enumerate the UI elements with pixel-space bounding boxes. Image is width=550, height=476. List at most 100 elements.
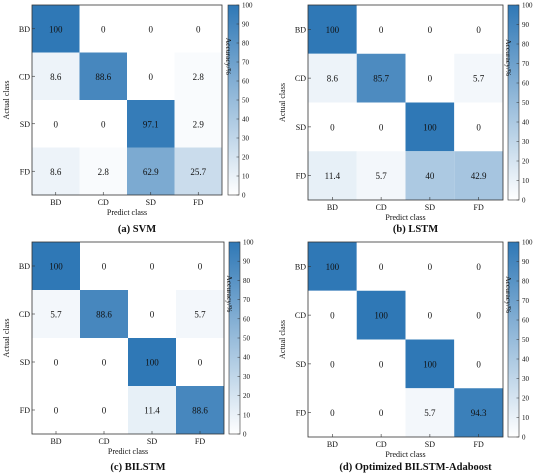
colorbar-tick-label: 30 xyxy=(242,135,250,143)
colorbar-tick-label: 70 xyxy=(243,296,251,304)
panel-caption: (a) SVM xyxy=(118,224,156,235)
cell-value-label: 8.6 xyxy=(327,74,339,84)
x-tick-label: BD xyxy=(327,440,338,449)
colorbar-tick-label: 80 xyxy=(522,278,530,286)
panel-d: 100 0 0 00 100 0 00 0 100 00 0 5.7 94.3BD CD SD FDBDCDS… xyxy=(278,239,533,474)
heatmap-cell xyxy=(128,386,176,434)
colorbar-label: Accuracy/% xyxy=(225,275,234,312)
heatmap-cell xyxy=(176,242,224,290)
cell-value-label: 100 xyxy=(145,358,159,368)
heatmap-cell xyxy=(454,53,503,103)
cell-value-label: 0 xyxy=(150,310,155,320)
cell-value-label: 0 xyxy=(102,262,107,272)
heatmap-cell xyxy=(32,338,80,386)
colorbar-label: Accuracy/% xyxy=(504,276,513,313)
cell-value-label: 25.7 xyxy=(190,167,206,177)
cell-value-label: 8.6 xyxy=(50,72,62,82)
heatmap-cell xyxy=(356,290,406,340)
colorbar-tick-label: 40 xyxy=(522,119,530,127)
colorbar-tick-label: 90 xyxy=(242,21,250,29)
y-tick-label: BD xyxy=(19,25,30,34)
cell-value-label: 0 xyxy=(476,311,481,321)
caption-label: (d) xyxy=(339,462,352,473)
x-tick-label: CD xyxy=(98,198,109,207)
x-axis-label: Predict class xyxy=(385,450,425,459)
heatmap-cell xyxy=(79,100,127,148)
panel-caption: (c) BILSTM xyxy=(110,462,165,473)
y-tick-label: SD xyxy=(20,120,30,129)
heatmap-cell xyxy=(127,147,175,195)
caption-name: BILSTM xyxy=(125,462,166,473)
panel-caption: (d) Optimized BILSTM-Adaboost xyxy=(339,462,492,473)
colorbar-tick-label: 90 xyxy=(522,21,530,29)
colorbar-tick-label: 0 xyxy=(243,431,247,439)
heatmap-cell xyxy=(454,5,503,54)
y-axis-label: Actual class xyxy=(278,83,287,122)
y-tick-label: FD xyxy=(296,409,306,418)
cell-value-label: 11.4 xyxy=(325,171,341,181)
heatmap-cell xyxy=(454,102,503,152)
cell-value-label: 0 xyxy=(198,262,203,272)
x-tick-label: BD xyxy=(50,437,61,446)
x-tick-label: FD xyxy=(195,437,205,446)
panel-b: 100 0 0 08.6 85.7 0 5.70 0 100 011.4 5.7 40 42.9BD CD… xyxy=(278,2,533,236)
y-axis-label: Actual class xyxy=(278,320,287,359)
colorbar-tick-label: 100 xyxy=(242,2,253,10)
x-tick-label: FD xyxy=(193,198,203,207)
y-tick-label: SD xyxy=(296,123,306,132)
heatmap-cell xyxy=(356,53,406,103)
panel-a: 100 0 0 08.6 88.6 0 2.80 0 97.1 2.98.6 2.8 62.9 25.7… xyxy=(2,2,253,236)
cell-value-label: 88.6 xyxy=(96,310,112,320)
cell-value-label: 0 xyxy=(198,358,203,368)
heatmap-cell xyxy=(308,339,357,389)
heatmap-cell xyxy=(127,5,175,53)
colorbar-tick-label: 50 xyxy=(522,336,530,344)
heatmap-cell xyxy=(79,52,127,100)
colorbar-tick-label: 60 xyxy=(243,315,251,323)
y-tick-label: BD xyxy=(295,25,306,34)
cell-value-label: 0 xyxy=(379,408,384,418)
panel-c: 100 0 0 05.7 88.6 0 5.70 0 100 00 0 11.4 88.6BD CD SD F… xyxy=(2,239,254,474)
heatmap-cell xyxy=(128,242,176,290)
cell-value-label: 5.7 xyxy=(50,310,62,320)
heatmap-cell xyxy=(454,151,503,200)
plot-frame xyxy=(31,241,225,435)
colorbar-tick-label: 30 xyxy=(522,138,530,146)
heatmap-cell xyxy=(356,339,406,389)
colorbar-tick-label: 60 xyxy=(242,78,250,86)
cell-value-label: 0 xyxy=(149,72,154,82)
cell-value-label: 0 xyxy=(196,24,201,34)
y-tick-label: CD xyxy=(19,72,30,81)
cell-value-label: 0 xyxy=(330,311,335,321)
heatmap-cell xyxy=(405,290,455,340)
colorbar-tick-label: 60 xyxy=(522,317,530,325)
heatmap-cell xyxy=(127,52,175,100)
plot-frame xyxy=(307,4,504,201)
heatmap-cell xyxy=(405,53,455,103)
heatmap-cell xyxy=(80,290,128,338)
y-tick-label: CD xyxy=(19,310,30,319)
colorbar-tick-label: 80 xyxy=(522,41,530,49)
colorbar-tick-label: 80 xyxy=(243,277,251,285)
cell-value-label: 5.7 xyxy=(376,171,388,181)
cell-value-label: 0 xyxy=(150,262,155,272)
cell-value-label: 8.6 xyxy=(50,167,62,177)
cell-value-label: 85.7 xyxy=(373,74,389,84)
colorbar-tick-label: 30 xyxy=(243,373,251,381)
cell-value-label: 40 xyxy=(425,171,435,181)
colorbar-tick-label: 70 xyxy=(522,60,530,68)
colorbar-tick-label: 10 xyxy=(243,411,251,419)
caption-label: (c) xyxy=(110,462,122,473)
cell-value-label: 0 xyxy=(428,74,433,84)
cell-value-label: 88.6 xyxy=(192,406,208,416)
heatmap-cell xyxy=(454,339,503,389)
heatmap-cell xyxy=(80,338,128,386)
y-tick-label: FD xyxy=(20,406,30,415)
x-axis-label: Predict class xyxy=(107,208,147,217)
heatmap-cell xyxy=(79,147,127,195)
heatmap-cell xyxy=(174,5,222,53)
cell-value-label: 0 xyxy=(101,119,106,129)
y-tick-label: FD xyxy=(20,167,30,176)
heatmap-cell xyxy=(32,5,80,53)
